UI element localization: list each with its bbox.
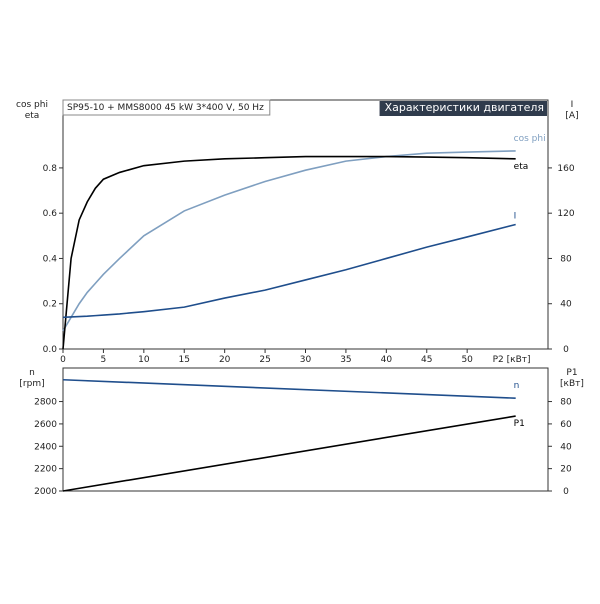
y-tick-label: 0.6 [43, 209, 58, 219]
x-tick-label: 5 [101, 355, 107, 365]
y2-tick-label: 40 [560, 442, 572, 452]
y2-tick-label: 40 [560, 300, 572, 310]
series-label: eta [514, 162, 529, 172]
x-tick-label: 50 [461, 355, 473, 365]
series-line [62, 150, 516, 332]
y2-tick-label: 80 [560, 254, 572, 264]
y2-tick-label: 160 [557, 164, 574, 174]
x-tick-label: 20 [219, 355, 231, 365]
x-tick-label: 45 [421, 355, 432, 365]
y2-axis-label: I [571, 100, 574, 110]
y-axis-label: eta [25, 111, 40, 121]
x-tick-label: 10 [138, 355, 150, 365]
x-tick-label: 35 [340, 355, 351, 365]
y2-axis-label: [кВт] [560, 379, 584, 389]
series-line [62, 155, 516, 350]
subtitle-box [379, 101, 547, 116]
y-axis-label: cos phi [16, 100, 48, 110]
y-tick-label: 2200 [34, 465, 57, 475]
y2-tick-label: 0 [563, 487, 569, 497]
y2-tick-label: 0 [563, 345, 569, 355]
x-tick-label: 30 [300, 355, 312, 365]
series-label: I [514, 212, 517, 222]
y2-axis-label: P1 [566, 368, 577, 378]
series-label: cos phi [514, 134, 546, 144]
y2-tick-label: 60 [560, 420, 572, 430]
y-axis-label: [rpm] [19, 379, 44, 389]
y2-axis-label: [A] [565, 111, 578, 121]
chart-subtitle: Характеристики двигателя [385, 101, 544, 114]
plot-frame [62, 367, 549, 492]
y-tick-label: 2000 [34, 487, 57, 497]
x-tick-label: 0 [60, 355, 66, 365]
y-tick-label: 2400 [34, 442, 57, 452]
y-axis-label: n [29, 368, 35, 378]
y2-tick-label: 120 [557, 209, 574, 219]
series-label: n [514, 381, 520, 391]
x-tick-label: 40 [381, 355, 393, 365]
y-tick-label: 0.8 [43, 164, 58, 174]
y-tick-label: 2800 [34, 398, 57, 408]
x-tick-label: 25 [259, 355, 270, 365]
y-tick-label: 0.0 [43, 345, 58, 355]
series-line [62, 378, 516, 399]
y-tick-label: 0.2 [43, 300, 57, 310]
chart-title: SP95-10 + MMS8000 45 kW 3*400 V, 50 Hz [67, 103, 264, 113]
title-box [62, 99, 271, 116]
series-label: P1 [514, 419, 525, 429]
y-tick-label: 0.4 [43, 254, 58, 264]
y2-tick-label: 80 [560, 398, 572, 408]
x-tick-label: 15 [179, 355, 190, 365]
y2-tick-label: 20 [560, 465, 572, 475]
y-tick-label: 2600 [34, 420, 57, 430]
series-line [62, 415, 516, 492]
x-axis-label: P2 [кВт] [493, 355, 531, 365]
series-line [62, 223, 516, 319]
